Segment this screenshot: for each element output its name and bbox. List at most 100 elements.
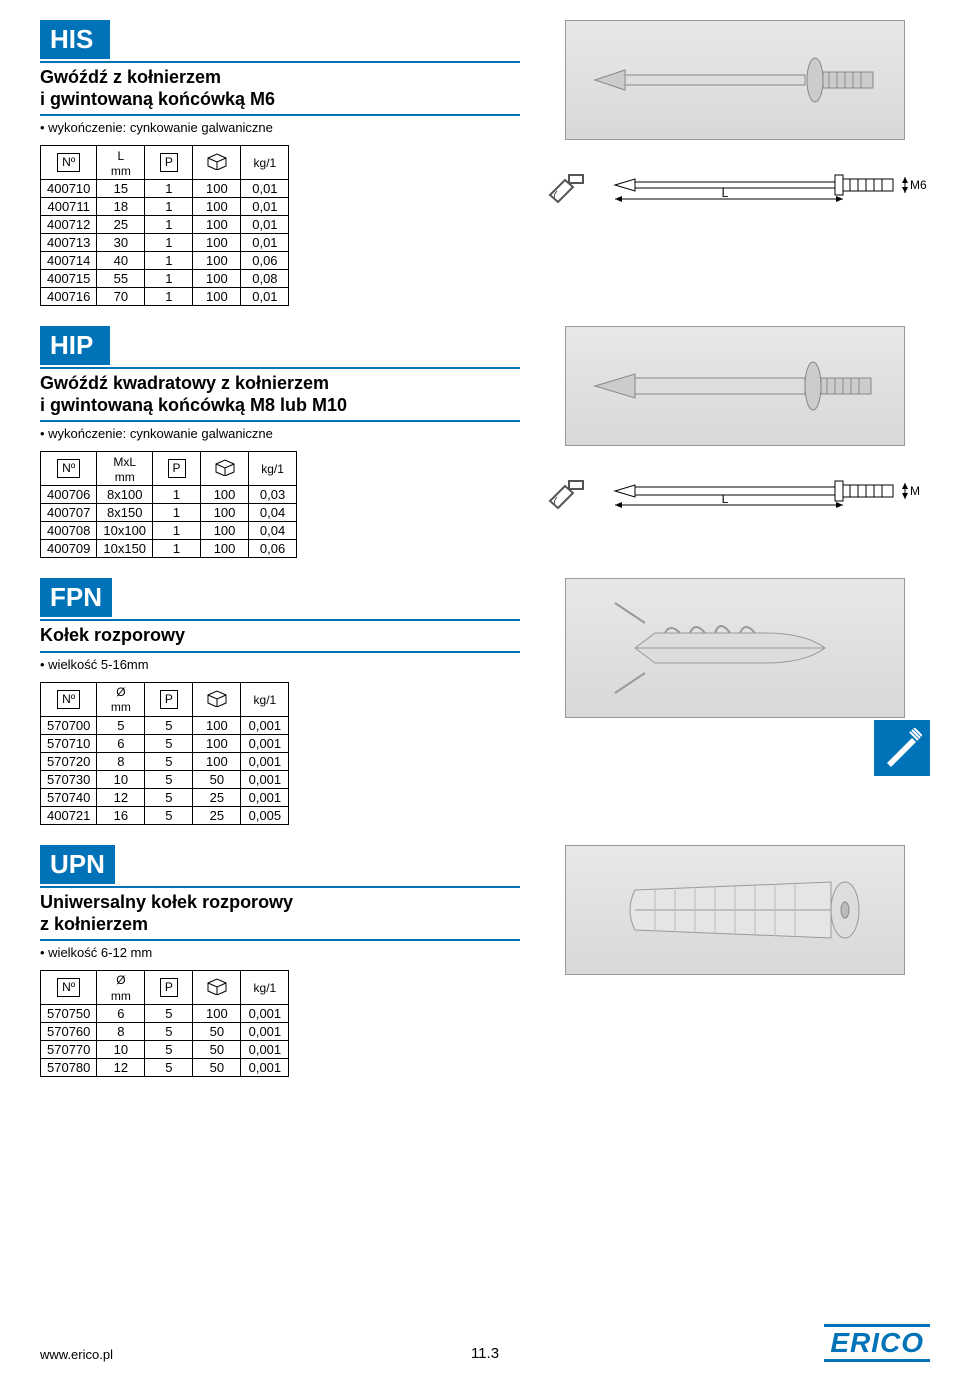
box-icon: [206, 695, 228, 710]
table-cell: 0,01: [241, 234, 289, 252]
his-product-image: [565, 20, 905, 140]
table-cell: 400715: [41, 270, 97, 288]
table-cell: 570710: [41, 734, 97, 752]
table-cell: 50: [193, 1041, 241, 1059]
table-cell: 8: [97, 1023, 145, 1041]
section-hip: HIP Gwóźdź kwadratowy z kołnierzem i gwi…: [40, 326, 930, 558]
table-cell: 570780: [41, 1059, 97, 1077]
table-cell: 5: [145, 1005, 193, 1023]
table-header: P: [145, 971, 193, 1005]
table-cell: 30: [97, 234, 145, 252]
table-cell: 0,04: [249, 522, 297, 540]
table-row: 570750651000,001: [41, 1005, 289, 1023]
table-cell: 5: [145, 716, 193, 734]
table-cell: 15: [97, 180, 145, 198]
table-cell: 0,001: [241, 734, 289, 752]
page-footer: www.erico.pl 11.3 ERICO: [40, 1324, 930, 1362]
hip-product-image: [565, 326, 905, 446]
hip-title-line2: i gwintowaną końcówką M8 lub M10: [40, 395, 347, 415]
table-cell: 6: [97, 734, 145, 752]
fpn-product-image: [565, 578, 905, 718]
table-cell: 10x100: [97, 522, 153, 540]
footer-page-number: 11.3: [471, 1345, 499, 1362]
table-row: 570740125250,001: [41, 788, 289, 806]
table-cell: 25: [193, 806, 241, 824]
table-header: P: [145, 682, 193, 716]
table-cell: 5: [145, 1059, 193, 1077]
section-his: HIS Gwóźdź z kołnierzem i gwintowaną koń…: [40, 20, 930, 306]
table-row: 570780125500,001: [41, 1059, 289, 1077]
table-cell: 1: [145, 234, 193, 252]
his-title-line2: i gwintowaną końcówką M6: [40, 89, 275, 109]
table-cell: 12: [97, 788, 145, 806]
table-row: 570710651000,001: [41, 734, 289, 752]
table-cell: 5: [145, 770, 193, 788]
table-cell: 0,06: [249, 540, 297, 558]
table-header: [193, 146, 241, 180]
table-cell: 100: [201, 540, 249, 558]
table-row: 570720851000,001: [41, 752, 289, 770]
table-cell: 100: [193, 752, 241, 770]
his-dimension-diagram: L M6: [610, 165, 930, 205]
his-subtitle: • wykończenie: cynkowanie galwaniczne: [40, 120, 520, 135]
table-header: P: [153, 452, 201, 486]
table-cell: 400721: [41, 806, 97, 824]
table-cell: 1: [153, 504, 201, 522]
his-code: HIS: [40, 20, 110, 59]
table-cell: 50: [193, 1059, 241, 1077]
his-title-bar: Gwóźdź z kołnierzem i gwintowaną końcówk…: [40, 61, 520, 116]
table-cell: 100: [193, 234, 241, 252]
fpn-code: FPN: [40, 578, 112, 617]
upn-table: NºØmmPkg/1570750651000,00157076085500,00…: [40, 970, 289, 1077]
table-cell: 400714: [41, 252, 97, 270]
box-icon: [206, 158, 228, 173]
category-anchor-icon: [874, 720, 930, 776]
upn-right: [540, 845, 930, 1077]
footer-logo: ERICO: [824, 1324, 930, 1362]
table-cell: 25: [193, 788, 241, 806]
his-dim-M: M6: [910, 178, 927, 192]
his-right: L M6: [540, 20, 930, 306]
table-cell: 570770: [41, 1041, 97, 1059]
fpn-left: FPN Kołek rozporowy • wielkość 5-16mm Nº…: [40, 578, 520, 825]
section-upn: UPN Uniwersalny kołek rozporowy z kołnie…: [40, 845, 930, 1077]
fpn-table: NºØmmPkg/1570700551000,001570710651000,0…: [40, 682, 289, 825]
table-cell: 100: [193, 288, 241, 306]
table-cell: 0,06: [241, 252, 289, 270]
table-cell: 5: [145, 806, 193, 824]
table-header: [201, 452, 249, 486]
his-table: NºLmmPkg/14007101511000,014007111811000,…: [40, 145, 289, 306]
table-cell: 400706: [41, 486, 97, 504]
table-cell: 18: [97, 198, 145, 216]
table-cell: 0,001: [241, 1059, 289, 1077]
table-cell: 400712: [41, 216, 97, 234]
table-header: Nº: [41, 146, 97, 180]
box-icon: [214, 464, 236, 479]
table-cell: 400708: [41, 522, 97, 540]
table-header: [193, 682, 241, 716]
table-cell: 55: [97, 270, 145, 288]
table-row: 4007078x15011000,04: [41, 504, 297, 522]
hammer-icon: [540, 160, 600, 210]
table-row: 400721165250,005: [41, 806, 289, 824]
footer-url: www.erico.pl: [40, 1347, 113, 1362]
table-cell: 0,001: [241, 716, 289, 734]
table-cell: 100: [193, 252, 241, 270]
table-cell: 5: [145, 1023, 193, 1041]
his-left: HIS Gwóźdź z kołnierzem i gwintowaną koń…: [40, 20, 520, 306]
table-cell: 8: [97, 752, 145, 770]
table-row: 4007122511000,01: [41, 216, 289, 234]
upn-left: UPN Uniwersalny kołek rozporowy z kołnie…: [40, 845, 520, 1077]
fpn-title-line1: Kołek rozporowy: [40, 625, 185, 645]
table-cell: 1: [145, 270, 193, 288]
table-row: 4007101511000,01: [41, 180, 289, 198]
hip-title-line1: Gwóźdź kwadratowy z kołnierzem: [40, 373, 329, 393]
table-cell: 400711: [41, 198, 97, 216]
table-cell: 0,01: [241, 180, 289, 198]
his-title-line1: Gwóźdź z kołnierzem: [40, 67, 221, 87]
table-cell: 0,01: [241, 198, 289, 216]
table-cell: 400707: [41, 504, 97, 522]
hammer-icon: [540, 466, 600, 516]
hip-dim-M: M: [910, 484, 920, 498]
table-cell: 10: [97, 770, 145, 788]
